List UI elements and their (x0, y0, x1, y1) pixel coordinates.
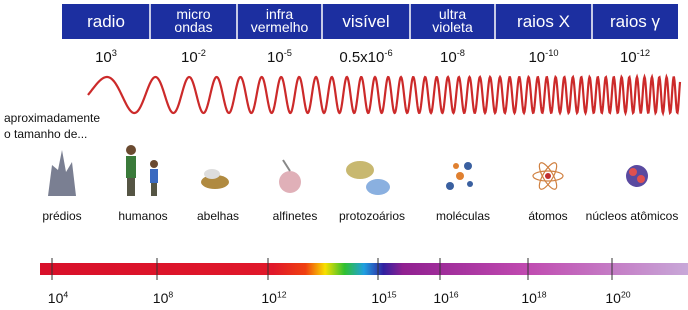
power-base: 10 (433, 290, 449, 306)
power-exponent: 16 (449, 289, 459, 299)
frequency-label: 108 (153, 289, 174, 306)
frequency-label: 104 (48, 289, 69, 306)
power-base: 10 (153, 290, 169, 306)
object-label: protozoários (339, 209, 405, 223)
power-exponent: -2 (198, 48, 206, 58)
power-exponent: 20 (621, 289, 631, 299)
power-exponent: -5 (284, 48, 292, 58)
icons (48, 145, 648, 196)
frequency-label: 1015 (371, 289, 396, 306)
power-base: 10 (521, 290, 537, 306)
power-exponent: 15 (387, 289, 397, 299)
band-label: radio (87, 12, 125, 31)
power-exponent: 3 (112, 48, 117, 58)
band-label: vermelho (251, 19, 309, 35)
power-exponent: 4 (63, 289, 68, 299)
band-label: raios X (517, 12, 570, 31)
band-label: visível (342, 12, 389, 31)
band-label: raios γ (610, 12, 661, 31)
wave (88, 77, 680, 113)
frequency-bar (40, 263, 688, 275)
object-label: núcleos atômicos (586, 209, 679, 223)
wavelength: 10-12 (620, 48, 650, 66)
power-exponent: -8 (457, 48, 465, 58)
power-base: 10 (261, 290, 277, 306)
power-exponent: -10 (545, 48, 558, 58)
power-base: 10 (95, 49, 112, 66)
wavelength: 10-10 (528, 48, 558, 66)
power-base: 10 (620, 49, 637, 66)
spectrum-diagram: radio103microondas10-2infravermelho10-5v… (0, 0, 688, 310)
power-base: 10 (440, 49, 457, 66)
wavelength: 0.5x10-6 (339, 48, 392, 66)
power-base: 10 (528, 49, 545, 66)
object-label: humanos (118, 209, 167, 223)
power-exponent: 12 (277, 289, 287, 299)
object-label: moléculas (436, 209, 490, 223)
size-caption: aproximadamente (4, 111, 100, 125)
frequency-label: 1016 (433, 289, 458, 306)
power-base: 0.5x10 (339, 49, 384, 66)
wavelength: 10-8 (440, 48, 465, 66)
wavelength: 10-2 (181, 48, 206, 66)
power-exponent: -12 (637, 48, 650, 58)
power-exponent: -6 (384, 48, 392, 58)
power-base: 10 (48, 290, 64, 306)
wavelength: 10-5 (267, 48, 292, 66)
wavelength: 103 (95, 48, 117, 66)
object-label: alfinetes (273, 209, 318, 223)
power-base: 10 (267, 49, 284, 66)
power-base: 10 (371, 290, 387, 306)
frequency-label: 1012 (261, 289, 286, 306)
object-label: átomos (528, 209, 567, 223)
frequency-label: 1018 (521, 289, 546, 306)
object-label: prédios (42, 209, 81, 223)
size-caption: o tamanho de... (4, 127, 87, 141)
band-label: violeta (432, 19, 473, 35)
power-exponent: 8 (168, 289, 173, 299)
frequency-label: 1020 (605, 289, 630, 306)
power-base: 10 (605, 290, 621, 306)
power-base: 10 (181, 49, 198, 66)
object-label: abelhas (197, 209, 239, 223)
power-exponent: 18 (537, 289, 547, 299)
band-label: ondas (174, 19, 212, 35)
